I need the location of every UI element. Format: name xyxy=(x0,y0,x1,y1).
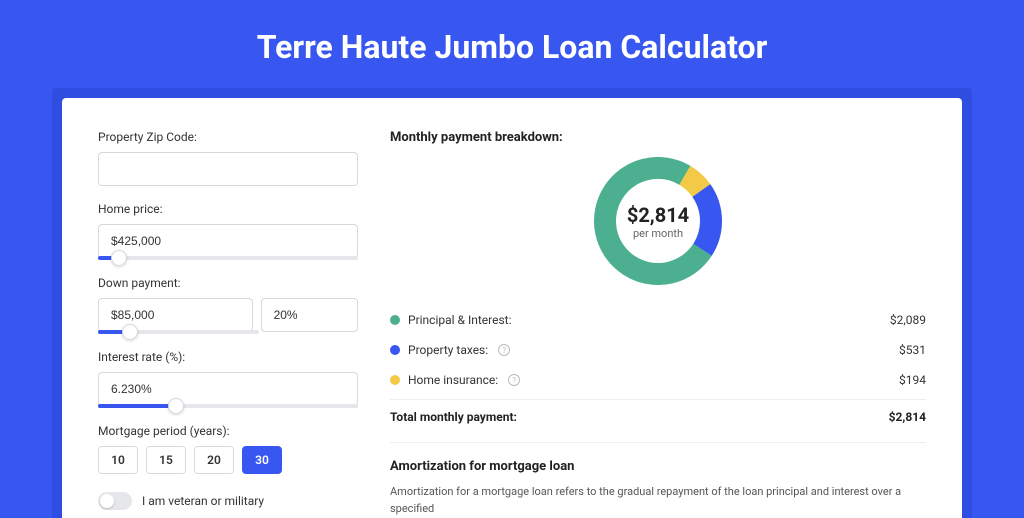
total-value: $2,814 xyxy=(889,410,926,424)
down-payment-amount-input[interactable] xyxy=(98,298,253,332)
breakdown-title: Monthly payment breakdown: xyxy=(390,130,926,145)
home-price-group: Home price: xyxy=(98,202,358,260)
donut-center: $2,814 per month xyxy=(594,157,722,285)
total-row: Total monthly payment: $2,814 xyxy=(390,399,926,434)
interest-rate-slider-thumb[interactable] xyxy=(168,398,184,414)
period-btn-15[interactable]: 15 xyxy=(146,446,186,474)
amortization-text: Amortization for a mortgage loan refers … xyxy=(390,484,926,517)
legend-row-1: Property taxes:? $531 xyxy=(390,335,926,365)
down-payment-slider[interactable] xyxy=(98,330,259,334)
period-btn-10[interactable]: 10 xyxy=(98,446,138,474)
info-icon[interactable]: ? xyxy=(498,344,510,356)
home-price-label: Home price: xyxy=(98,202,358,216)
donut-sub: per month xyxy=(633,227,683,240)
interest-rate-input[interactable] xyxy=(98,372,358,406)
legend-label-1: Property taxes: xyxy=(408,343,488,357)
page-title: Terre Haute Jumbo Loan Calculator xyxy=(0,0,1024,88)
legend-label-2: Home insurance: xyxy=(408,373,498,387)
donut-chart: $2,814 per month xyxy=(594,157,722,285)
mortgage-period-group: Mortgage period (years): 10 15 20 30 xyxy=(98,424,358,474)
zip-label: Property Zip Code: xyxy=(98,130,358,144)
veteran-toggle-knob xyxy=(100,494,114,508)
legend-row-2: Home insurance:? $194 xyxy=(390,365,926,395)
legend-value-0: $2,089 xyxy=(890,313,926,327)
interest-rate-label: Interest rate (%): xyxy=(98,350,358,364)
interest-rate-slider-fill xyxy=(98,404,176,408)
input-column: Property Zip Code: Home price: Down paym… xyxy=(98,130,358,518)
period-btn-20[interactable]: 20 xyxy=(194,446,234,474)
total-label: Total monthly payment: xyxy=(390,410,517,424)
period-button-row: 10 15 20 30 xyxy=(98,446,358,474)
zip-field-group: Property Zip Code: xyxy=(98,130,358,186)
legend-value-2: $194 xyxy=(899,373,926,387)
donut-amount: $2,814 xyxy=(627,203,689,227)
home-price-slider-thumb[interactable] xyxy=(111,250,127,266)
down-payment-group: Down payment: xyxy=(98,276,358,334)
amortization-section: Amortization for mortgage loan Amortizat… xyxy=(390,442,926,517)
mortgage-period-label: Mortgage period (years): xyxy=(98,424,358,438)
legend-value-1: $531 xyxy=(899,343,926,357)
interest-rate-slider[interactable] xyxy=(98,404,358,408)
down-payment-label: Down payment: xyxy=(98,276,358,290)
legend-dot-2 xyxy=(390,375,400,385)
breakdown-column: Monthly payment breakdown: $2,814 per mo… xyxy=(390,130,926,518)
calculator-panel: Property Zip Code: Home price: Down paym… xyxy=(62,98,962,518)
veteran-toggle-label: I am veteran or military xyxy=(142,494,264,508)
home-price-input[interactable] xyxy=(98,224,358,258)
legend-dot-0 xyxy=(390,315,400,325)
legend-dot-1 xyxy=(390,345,400,355)
donut-chart-wrap: $2,814 per month xyxy=(390,157,926,285)
legend-row-0: Principal & Interest: $2,089 xyxy=(390,305,926,335)
info-icon[interactable]: ? xyxy=(508,374,520,386)
home-price-slider[interactable] xyxy=(98,256,358,260)
down-payment-slider-thumb[interactable] xyxy=(122,324,138,340)
veteran-toggle[interactable] xyxy=(98,492,132,510)
legend-label-0: Principal & Interest: xyxy=(408,313,512,327)
calculator-shadow: Property Zip Code: Home price: Down paym… xyxy=(52,88,972,518)
period-btn-30[interactable]: 30 xyxy=(242,446,282,474)
down-payment-percent-input[interactable] xyxy=(261,298,358,332)
legend-list: Principal & Interest: $2,089 Property taxe… xyxy=(390,305,926,395)
veteran-toggle-row: I am veteran or military xyxy=(98,492,358,510)
interest-rate-group: Interest rate (%): xyxy=(98,350,358,408)
zip-input[interactable] xyxy=(98,152,358,186)
amortization-title: Amortization for mortgage loan xyxy=(390,459,926,474)
